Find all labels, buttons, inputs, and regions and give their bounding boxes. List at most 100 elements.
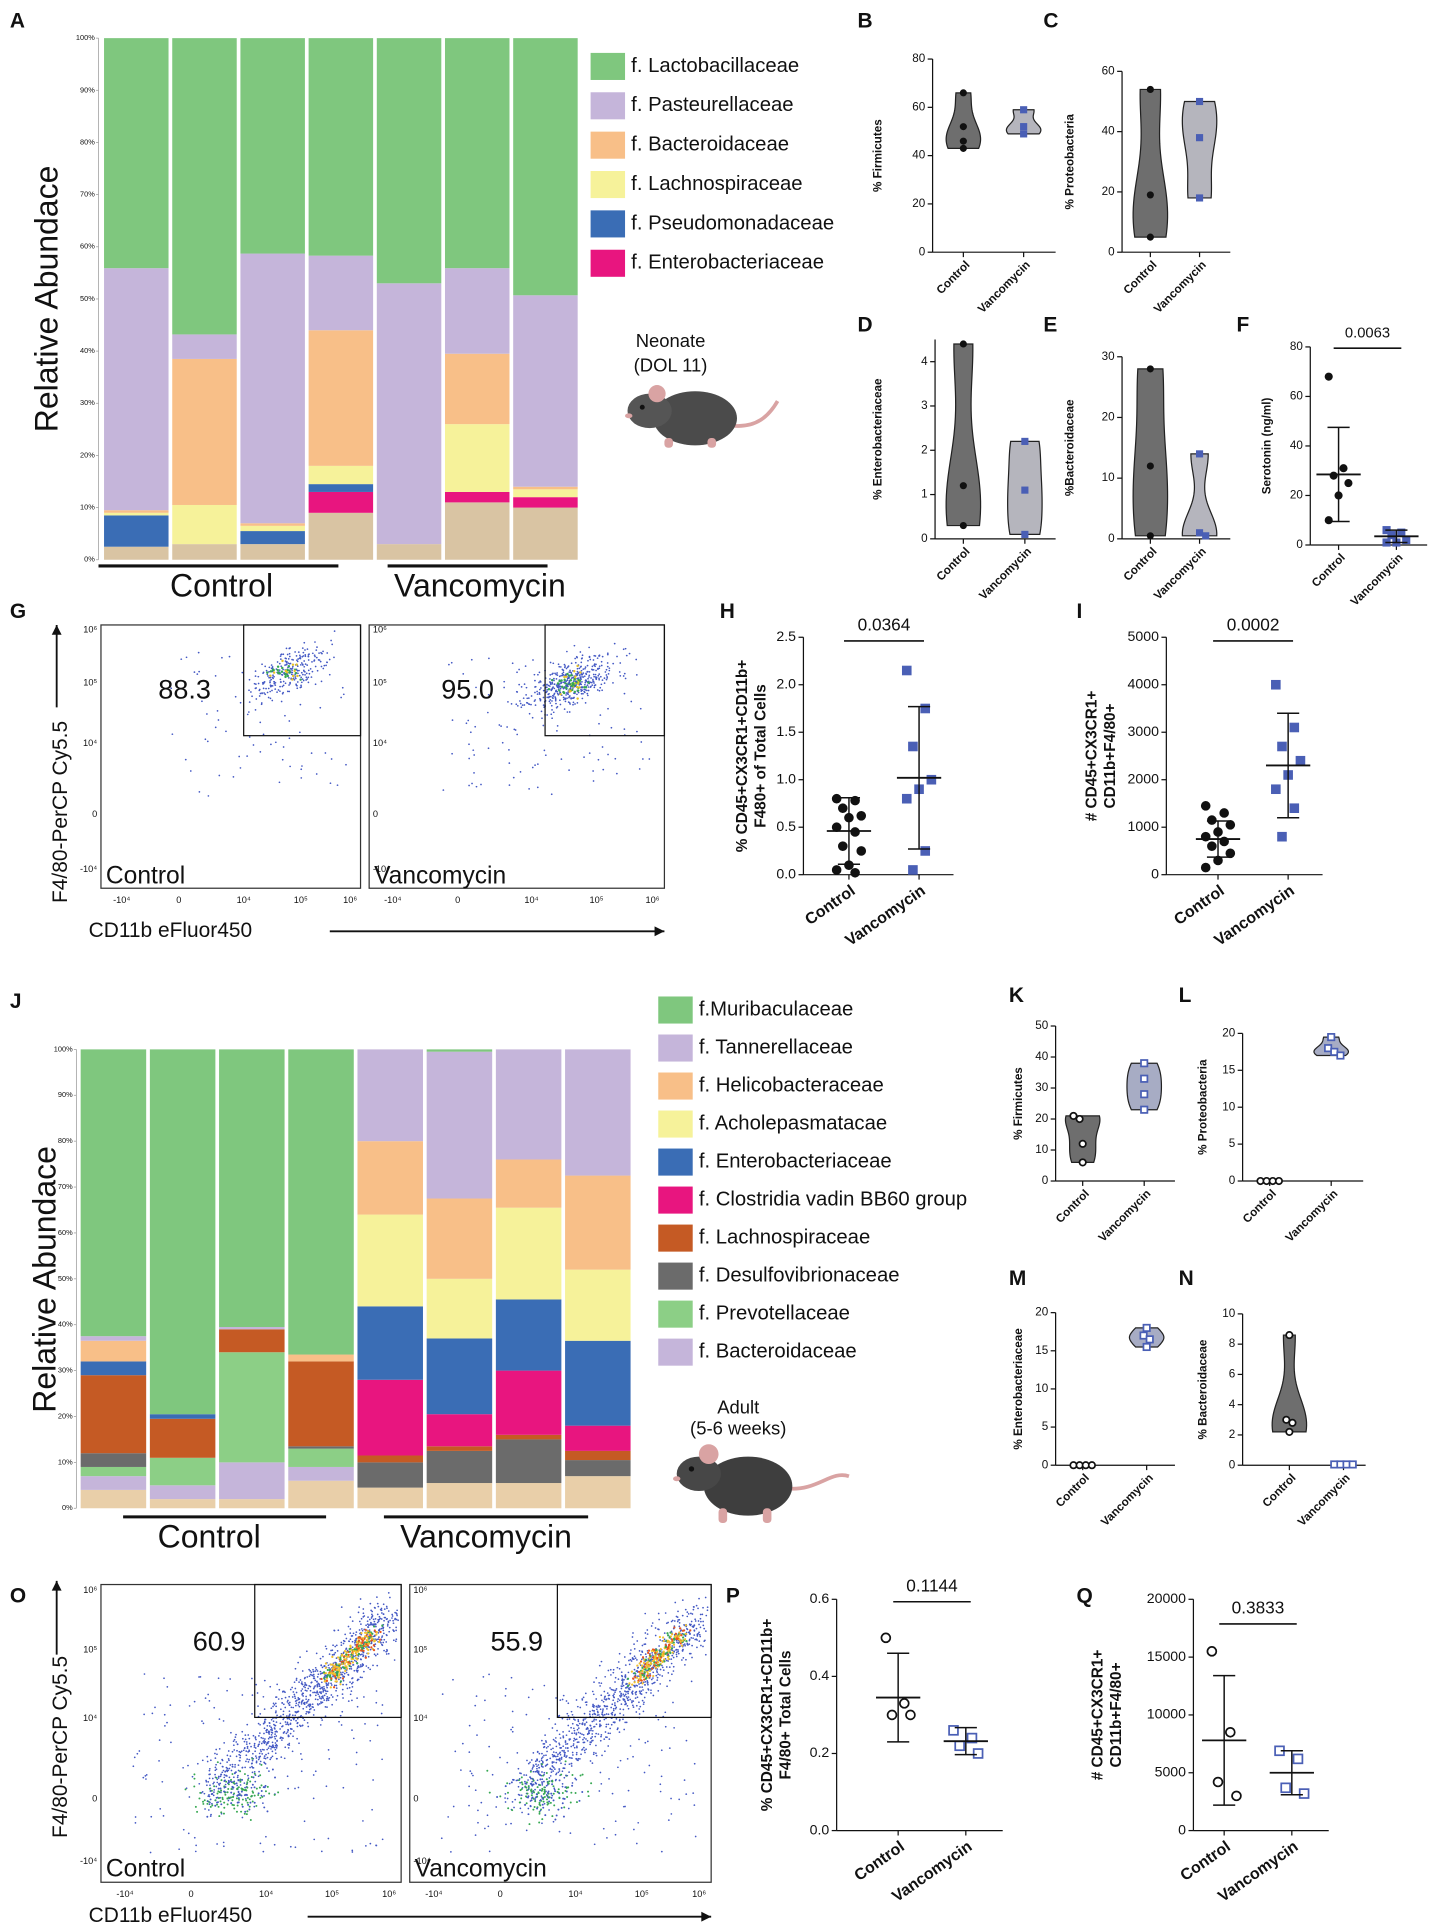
flow-event: [204, 1697, 207, 1699]
flow-event: [570, 662, 573, 665]
flow-event: [622, 675, 625, 677]
flow-event: [254, 1736, 257, 1738]
flow-event: [253, 1744, 256, 1747]
flow-event: [267, 675, 269, 677]
flow-event: [328, 1669, 331, 1672]
flow-event: [588, 671, 591, 673]
flow-event: [677, 1610, 679, 1613]
flow-event: [574, 675, 577, 678]
flow-event: [221, 1765, 224, 1768]
flow-event: [475, 1695, 478, 1697]
flow-event: [609, 1727, 612, 1730]
flow-event: [562, 691, 566, 695]
flow-event: [599, 1708, 602, 1711]
flow-event: [324, 1672, 327, 1675]
flow-event: [341, 1677, 345, 1680]
flow-event: [559, 691, 561, 694]
flow-event: [268, 1792, 271, 1795]
flow-event: [259, 751, 262, 753]
flow-event: [327, 1684, 330, 1686]
flow-event: [346, 1667, 349, 1670]
flow-event: [570, 1762, 573, 1765]
flow-event: [289, 1713, 291, 1716]
flow-event: [321, 1688, 324, 1690]
flow-event: [563, 708, 566, 711]
flow-event: [543, 1795, 546, 1798]
flow-event: [243, 1812, 246, 1815]
flow-event: [281, 659, 284, 663]
flow-event: [270, 678, 273, 681]
flow-event: [270, 664, 273, 666]
flow-event: [339, 1660, 341, 1663]
flow-event: [628, 1659, 630, 1662]
flow-event: [269, 676, 272, 679]
legend-swatch: [658, 1186, 693, 1214]
bar-segment: [444, 353, 510, 425]
flow-event: [553, 693, 555, 696]
flow-event: [193, 1700, 196, 1703]
flow-event: [576, 673, 579, 676]
flow-event: [592, 1703, 594, 1706]
flow-event: [317, 1693, 320, 1696]
flow-event: [336, 1650, 339, 1652]
flow-event: [319, 1724, 322, 1726]
flow-event: [303, 665, 306, 668]
flow-event: [654, 1634, 657, 1637]
flow-event: [631, 1683, 634, 1686]
flow-event: [612, 1696, 615, 1698]
flow-event: [326, 1698, 329, 1700]
legend-swatch: [658, 1262, 693, 1290]
x-tick-label: 10⁴: [259, 1889, 273, 1899]
flow-event: [671, 1619, 674, 1622]
flow-event: [488, 1745, 491, 1748]
flow-event: [362, 1612, 365, 1615]
y-tick-label: 5000: [1155, 1763, 1187, 1779]
y-tick-label: 50: [1035, 1019, 1048, 1032]
flow-event: [311, 1703, 314, 1706]
flow-event: [648, 758, 651, 760]
flow-event: [342, 1697, 344, 1699]
flow-event: [252, 1776, 255, 1779]
flow-event: [542, 1780, 545, 1783]
flow-event: [248, 689, 250, 692]
flow-event: [664, 1711, 667, 1714]
flow-event: [226, 1797, 229, 1800]
flow-event: [306, 1689, 308, 1692]
bar-segment: [172, 38, 237, 335]
legend-label: f. Acholepasmatacae: [699, 1112, 887, 1134]
flow-event: [308, 1685, 311, 1687]
flow-event: [318, 652, 320, 654]
flow-event: [587, 677, 589, 680]
flow-event: [549, 1775, 552, 1777]
flow-event: [547, 1745, 549, 1748]
flow-event: [582, 1733, 585, 1736]
flow-event: [362, 1664, 364, 1667]
bar-segment: [444, 424, 510, 492]
flow-event: [350, 1653, 353, 1656]
flow-event: [302, 651, 305, 654]
flow-event: [296, 1717, 299, 1720]
flow-event: [567, 1750, 569, 1752]
flow-event: [576, 697, 579, 700]
data-point: [959, 482, 967, 490]
flow-event: [357, 1665, 360, 1667]
flow-event: [631, 1704, 634, 1707]
y-tick-label: 90%: [58, 1090, 73, 1099]
flow-event: [367, 1652, 370, 1655]
flow-event: [527, 1785, 530, 1788]
flow-event: [468, 757, 471, 760]
flow-event: [676, 1620, 679, 1623]
x-tick-label: Control: [1260, 1471, 1299, 1510]
flow-event: [564, 1763, 567, 1766]
x-tick-label: Vancomycin: [1096, 1187, 1153, 1244]
flow-event: [612, 1707, 615, 1710]
flow-event: [288, 1701, 291, 1704]
flow-event: [372, 1625, 376, 1628]
y-axis-label: Relative Abundace: [26, 1146, 62, 1413]
flow-event: [606, 653, 609, 656]
flow-event: [679, 1627, 682, 1630]
flow-event: [314, 665, 317, 668]
legend-swatch: [658, 1224, 693, 1252]
flow-event: [521, 1811, 523, 1814]
flow-event: [675, 1655, 678, 1658]
